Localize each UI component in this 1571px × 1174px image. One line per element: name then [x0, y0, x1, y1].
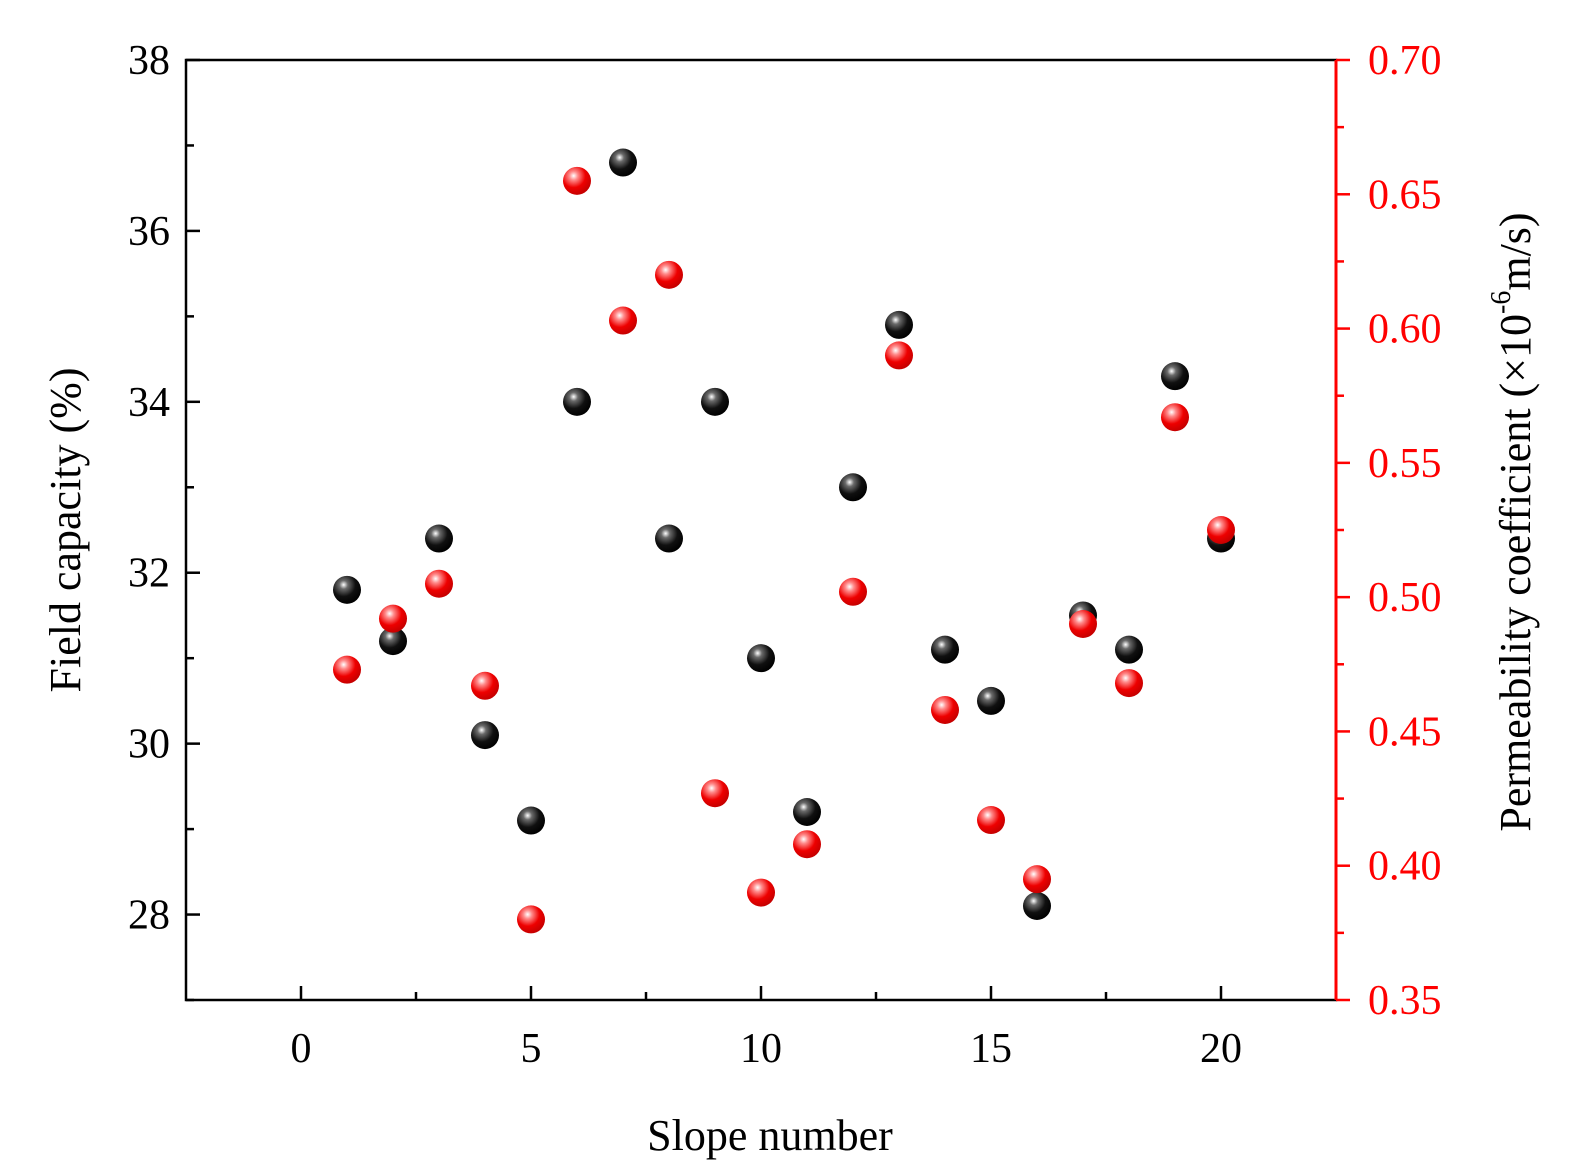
x-tick-label: 5 [521, 1026, 542, 1072]
permeability-point [793, 830, 821, 859]
y-axis-right-title-exponent: -6 [1486, 291, 1517, 314]
x-tick-label: 0 [291, 1026, 312, 1072]
field-capacity-point [1115, 635, 1143, 664]
y-right-tick-label: 0.50 [1368, 575, 1442, 621]
y-left-tick-label: 38 [128, 38, 170, 84]
y-axis-left: 28 30 32 34 36 38 [128, 38, 200, 1002]
y-right-tick-label: 0.65 [1368, 172, 1442, 218]
permeability-point [747, 878, 775, 907]
permeability-point [563, 166, 591, 195]
field-capacity-point [1161, 362, 1189, 391]
y-axis-right-title-suffix: m/s) [1491, 212, 1540, 290]
y-axis-right-title: Permeability coefficient (×10-6m/s) [1486, 212, 1540, 831]
x-tick-label: 10 [740, 1026, 782, 1072]
field-capacity-point [379, 627, 407, 656]
field-capacity-point [471, 721, 499, 750]
permeability-point [885, 341, 913, 370]
series-field-capacity [333, 148, 1235, 920]
permeability-point [1069, 610, 1097, 638]
permeability-point [379, 604, 407, 633]
y-left-tick-label: 32 [128, 551, 170, 597]
y-right-tick-label: 0.55 [1368, 441, 1442, 487]
permeability-point [931, 695, 959, 724]
y-right-tick-label: 0.60 [1368, 307, 1442, 353]
y-right-tick-label: 0.40 [1368, 844, 1442, 890]
y-left-tick-label: 34 [128, 380, 170, 426]
permeability-point [655, 260, 683, 289]
y-left-tick-label: 30 [128, 722, 170, 768]
x-axis-title: Slope number [647, 1111, 893, 1160]
permeability-point [1023, 865, 1051, 894]
field-capacity-point [425, 524, 453, 553]
permeability-point [609, 306, 637, 335]
permeability-point [425, 569, 453, 598]
field-capacity-point [701, 387, 729, 416]
y-right-tick-label: 0.70 [1368, 38, 1442, 84]
field-capacity-point [1023, 892, 1051, 920]
field-capacity-point [793, 798, 821, 826]
field-capacity-point [885, 310, 913, 339]
y-axis-right-title-prefix: Permeability coefficient (×10 [1491, 314, 1540, 832]
y-right-tick-label: 0.45 [1368, 709, 1442, 755]
y-axis-right: 0.35 0.40 0.45 0.50 0.55 0.60 0.65 0.70 [1334, 38, 1442, 1024]
field-capacity-point [563, 387, 591, 416]
field-capacity-point [609, 148, 637, 177]
y-axis-left-title: Field capacity (%) [41, 368, 90, 693]
permeability-point [471, 671, 499, 700]
y-left-tick-label: 28 [128, 893, 170, 939]
permeability-point [1207, 516, 1235, 544]
permeability-point [839, 577, 867, 606]
field-capacity-point [655, 524, 683, 553]
permeability-point [333, 655, 361, 684]
permeability-point [701, 779, 729, 808]
field-capacity-point [977, 686, 1005, 715]
permeability-point [1161, 403, 1189, 432]
field-capacity-point [517, 806, 545, 835]
field-capacity-point [747, 644, 775, 673]
y-left-tick-label: 36 [128, 209, 170, 255]
field-capacity-point [931, 635, 959, 664]
field-capacity-point [333, 575, 361, 604]
permeability-point [1115, 669, 1143, 698]
permeability-point [517, 905, 545, 934]
permeability-point [977, 806, 1005, 835]
x-tick-label: 15 [970, 1026, 1012, 1072]
field-capacity-point [839, 473, 867, 502]
x-tick-label: 20 [1200, 1026, 1242, 1072]
x-axis: 0 5 10 15 20 [291, 986, 1242, 1072]
series-permeability [333, 166, 1235, 934]
y-right-tick-label: 0.35 [1368, 978, 1442, 1024]
plot-area-frame [184, 58, 1338, 1002]
